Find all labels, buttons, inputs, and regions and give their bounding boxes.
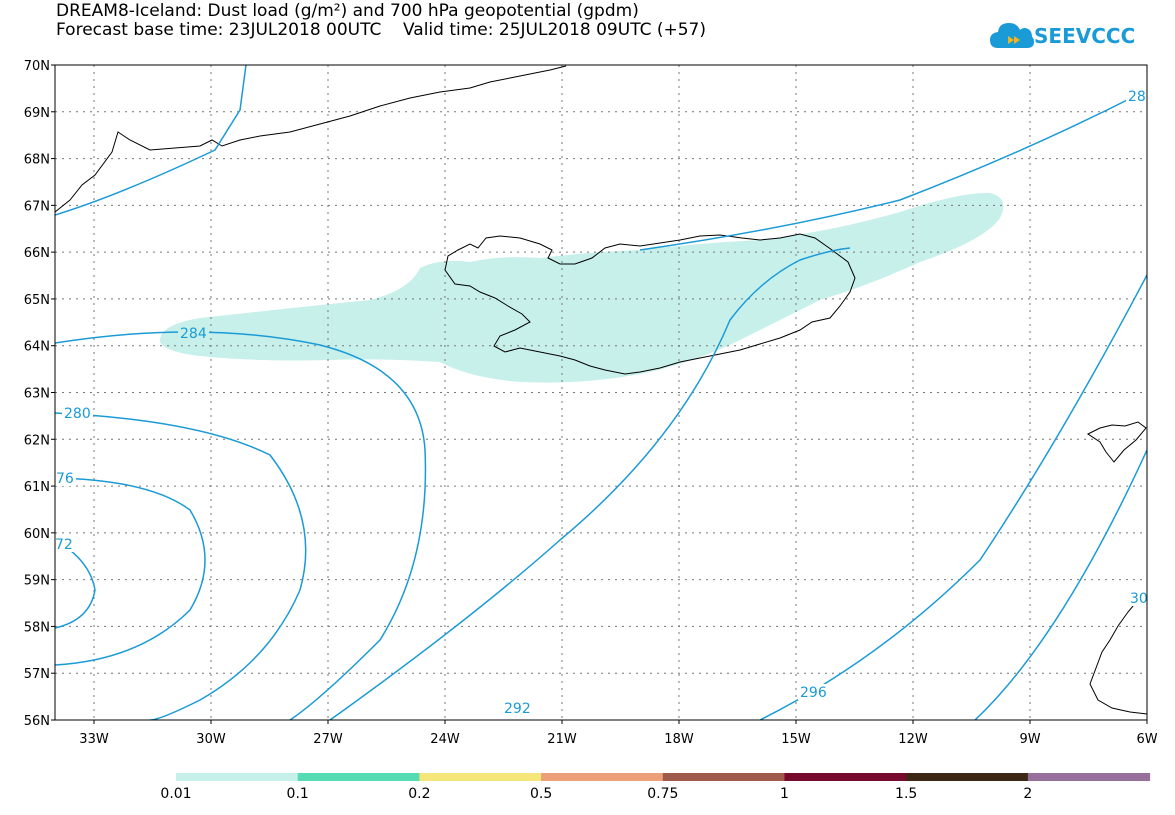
contour-label-bg [1126,88,1148,104]
contour-292 [329,247,851,720]
lon-label: 6W [1136,732,1157,747]
lon-label: 9W [1019,732,1040,747]
lon-label: 21W [547,732,577,747]
contour-label-bg [798,684,829,700]
contour-284 [55,331,427,720]
contour-label: 292 [504,701,531,717]
contour-label: 76 [56,471,74,487]
lat-label: 68N [24,153,50,168]
lon-label: 30W [196,732,226,747]
contour-label: 30 [1130,591,1148,607]
lon-label: 12W [898,732,928,747]
contour-280 [55,412,307,720]
contour-288-west [55,65,247,216]
colorbar-label: 0.75 [647,786,679,802]
greenland-coast [55,65,567,213]
colorbar-swatch [419,773,542,781]
colorbar-label: 0.1 [286,786,309,802]
contour-276 [55,477,206,666]
contour-300 [974,449,1147,720]
colorbar-label: 1.5 [895,786,918,802]
contour-label: 284 [180,326,207,342]
colorbar-label: 2 [1023,786,1033,802]
longitude-labels: 33W 30W 27W 24W 21W 18W 15W 12W 9W 6W [79,720,1158,747]
lat-label: 60N [24,527,50,542]
lat-label: 61N [24,480,50,495]
lon-label: 18W [664,732,694,747]
colorbar-swatch [662,773,785,781]
colorbar-swatch [541,773,664,781]
lat-label: 57N [24,667,50,682]
lat-label: 70N [24,59,50,74]
contour-label: 28 [1128,89,1146,105]
lat-label: 63N [24,387,50,402]
lon-label: 24W [430,732,460,747]
iceland-coast [444,233,856,375]
seevccc-logo: SEEVCCC [990,18,1140,58]
lat-label: 62N [24,433,50,448]
contour-label-bg [62,405,93,421]
colorbar-swatch [297,773,420,781]
lat-label: 69N [24,106,50,121]
contour-labels: 28 284 280 76 72 292 296 30 [53,88,1150,717]
lat-label: 58N [24,620,50,635]
contour-label-bg [178,325,209,341]
colorbar-swatch [906,773,1029,781]
lat-lon-grid [55,65,1147,720]
dust-load-area [159,192,1004,383]
colorbar-swatch [1027,773,1151,781]
geopotential-contours [55,65,1147,720]
contour-label-bg [1128,590,1150,606]
faroe-coast [1087,421,1147,463]
lon-label: 15W [781,732,811,747]
colorbar-label: 1 [780,786,789,802]
scotland-coast [1089,589,1147,715]
colorbar-label: 0.01 [160,786,192,802]
lon-label: 33W [79,732,109,747]
colorbar-label: 0.5 [529,786,553,802]
forecast-time-line: Forecast base time: 23JUL2018 00UTC Vali… [56,20,706,40]
lat-label: 64N [24,340,50,355]
colorbar-swatch [176,773,299,781]
lat-label: 56N [24,714,50,729]
contour-296 [759,274,1147,720]
contour-label: 280 [64,406,91,422]
lat-label: 59N [24,574,50,589]
lat-label: 67N [24,199,50,214]
cloud-icon [990,23,1034,48]
map-title: DREAM8-Iceland: Dust load (g/m²) and 700… [56,1,639,21]
contour-label-bg [53,536,75,552]
contour-label: 72 [55,537,73,553]
logo-text: SEEVCCC [1034,24,1136,48]
colorbar-swatch [784,773,907,781]
colorbar [176,773,1151,781]
lon-label: 27W [313,732,343,747]
contour-label: 296 [800,685,827,701]
lat-label: 65N [24,293,50,308]
latitude-labels: 70N 69N 68N 67N 66N 65N 64N 63N 62N 61N 60N 59N 58N 5… [24,59,55,729]
contour-label-bg [502,700,533,716]
lat-label: 66N [24,246,50,261]
contour-288-east [639,89,1147,251]
colorbar-label: 0.2 [408,786,431,802]
contour-label-bg [54,470,76,486]
contour-272 [55,539,96,629]
